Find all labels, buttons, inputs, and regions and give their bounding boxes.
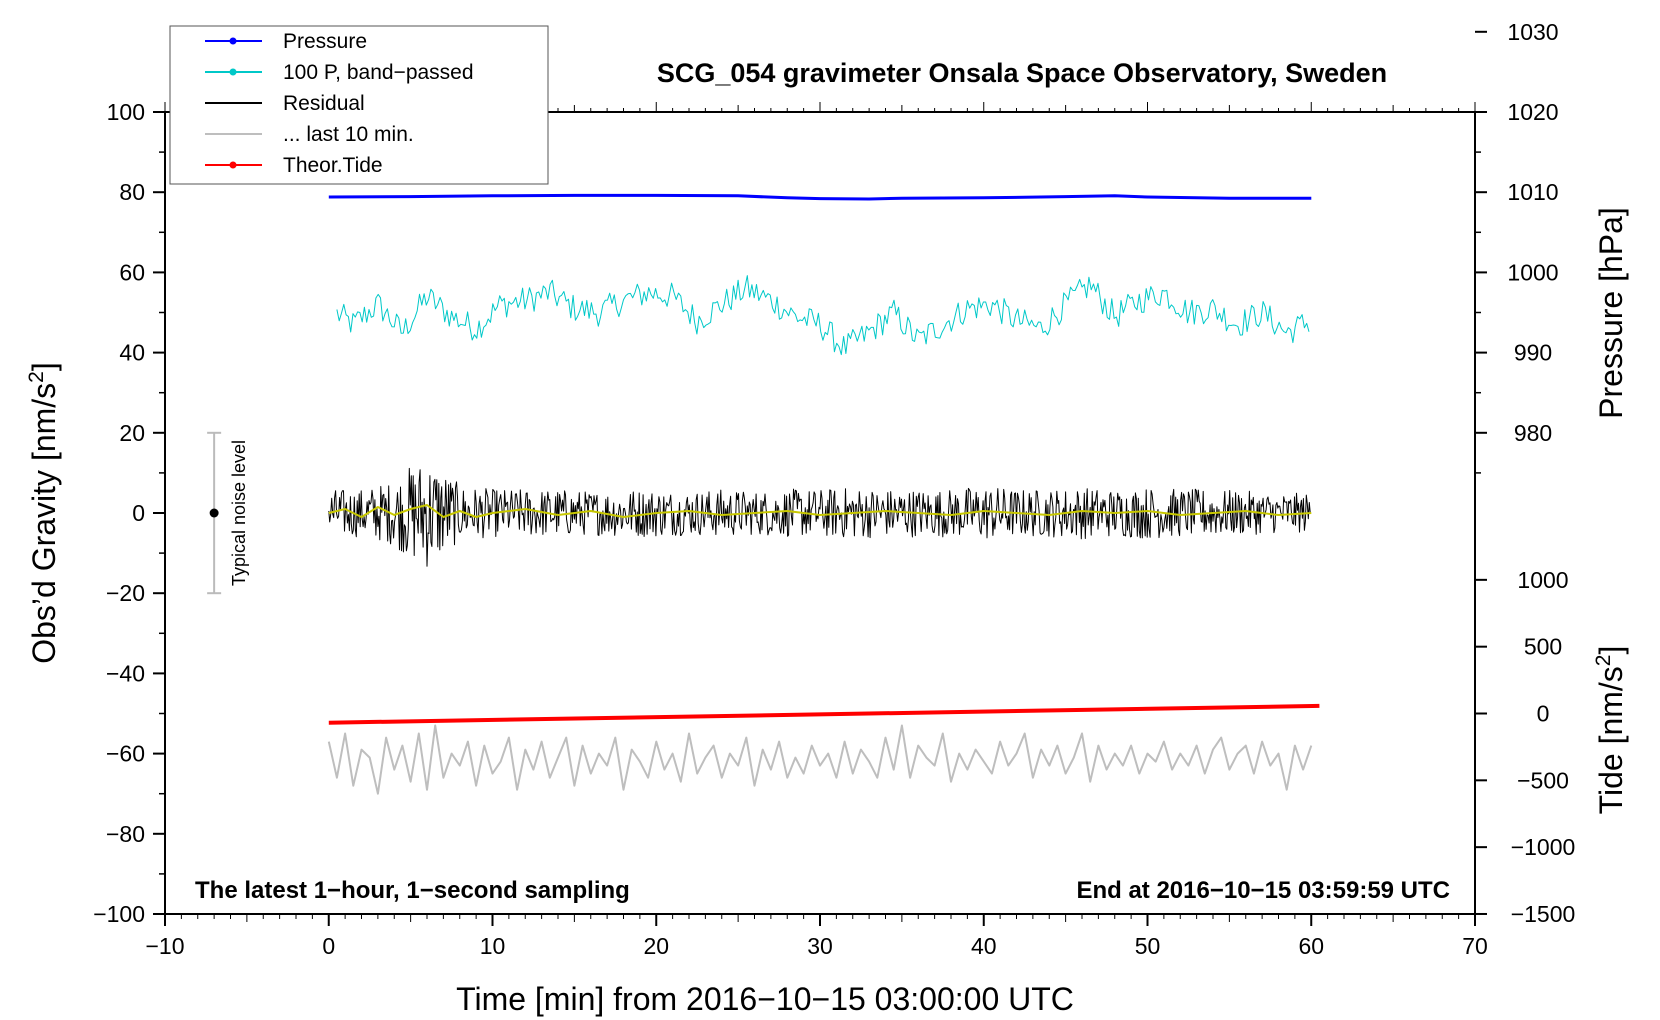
y-axis-label-sup: 2 bbox=[25, 371, 48, 383]
pressure-tick-label: 990 bbox=[1514, 340, 1552, 366]
x-tick-label: 20 bbox=[643, 933, 669, 959]
pressure-tick-label: 980 bbox=[1514, 420, 1552, 446]
legend-marker-100-p-band-passed bbox=[229, 68, 237, 76]
y-tick-label: 0 bbox=[132, 500, 145, 526]
tide-tick-label: 1000 bbox=[1517, 567, 1568, 593]
series-100-p-band-passed bbox=[336, 275, 1310, 356]
legend-label-residual: Residual bbox=[283, 92, 365, 115]
x-tick-label: 60 bbox=[1298, 933, 1324, 959]
x-tick-label: 50 bbox=[1135, 933, 1161, 959]
tide-tick-label: −1500 bbox=[1511, 901, 1576, 927]
x-tick-label: −10 bbox=[145, 933, 184, 959]
series-residual-smoothed bbox=[328, 504, 1312, 518]
legend-box bbox=[169, 25, 549, 185]
y-tick-label: 100 bbox=[107, 99, 145, 125]
x-tick-label: 40 bbox=[971, 933, 997, 959]
series-pressure bbox=[328, 193, 1312, 201]
tide-axis-label-end: ] bbox=[1593, 646, 1629, 655]
noise-level-label: Typical noise level bbox=[229, 440, 249, 586]
pressure-tick-label: 1030 bbox=[1507, 19, 1558, 45]
legend: Pressure 100 P, band−passed Residual ... la… bbox=[169, 25, 549, 185]
tide-tick-label: −1000 bbox=[1511, 834, 1576, 860]
y-axis-label: Obs’d Gravity [nm/s2] bbox=[25, 362, 62, 664]
y-tick-label: −60 bbox=[106, 741, 145, 767]
x-tick-label: 30 bbox=[807, 933, 833, 959]
tide-axis-label-main: Tide [nm/s bbox=[1593, 666, 1629, 814]
y-tick-label: 80 bbox=[119, 179, 145, 205]
legend-label-last-10-min: ... last 10 min. bbox=[283, 123, 414, 146]
x-tick-label: 0 bbox=[322, 933, 335, 959]
legend-marker-pressure bbox=[229, 37, 237, 45]
pressure-axis-label: Pressure [hPa] bbox=[1593, 207, 1629, 419]
series-residual bbox=[328, 467, 1311, 567]
x-tick-label: 10 bbox=[480, 933, 506, 959]
pressure-tick-label: 1010 bbox=[1507, 179, 1558, 205]
y-tick-label: −20 bbox=[106, 580, 145, 606]
legend-label-100-p-band-passed: 100 P, band−passed bbox=[283, 61, 474, 84]
tide-axis-label-sup: 2 bbox=[1592, 655, 1615, 667]
legend-label-theor-tide: Theor.Tide bbox=[283, 154, 383, 177]
y-tick-label: −40 bbox=[106, 660, 145, 686]
series-layer bbox=[207, 193, 1320, 795]
y-tick-label: 40 bbox=[119, 340, 145, 366]
x-tick-label: 70 bbox=[1462, 933, 1488, 959]
series-last-10-min bbox=[327, 724, 1313, 795]
y-tick-label: −100 bbox=[93, 901, 145, 927]
tide-tick-label: 0 bbox=[1537, 701, 1550, 727]
legend-marker-theor-tide bbox=[229, 161, 237, 169]
annotation-end-time: End at 2016−10−15 03:59:59 UTC bbox=[1076, 877, 1450, 904]
annotation-latest-hour: The latest 1−hour, 1−second sampling bbox=[195, 877, 630, 904]
legend-label-pressure: Pressure bbox=[283, 30, 367, 53]
pressure-tick-label: 1020 bbox=[1507, 99, 1558, 125]
tide-tick-label: 500 bbox=[1524, 634, 1562, 660]
y-axis-label-main: Obs’d Gravity [nm/s bbox=[26, 383, 62, 664]
x-axis-label: Time [min] from 2016−10−15 03:00:00 UTC bbox=[456, 981, 1074, 1017]
series-theor-tide bbox=[328, 703, 1320, 725]
y-axis-label-end: ] bbox=[26, 362, 62, 371]
tide-tick-label: −500 bbox=[1517, 767, 1569, 793]
noise-bar-center-dot bbox=[209, 508, 219, 518]
chart-title: SCG_054 gravimeter Onsala Space Observat… bbox=[657, 58, 1387, 88]
pressure-tick-label: 1000 bbox=[1507, 259, 1558, 285]
y-tick-label: −80 bbox=[106, 821, 145, 847]
y-tick-label: 60 bbox=[119, 259, 145, 285]
tide-axis-label: Tide [nm/s2] bbox=[1592, 646, 1629, 815]
y-tick-label: 20 bbox=[119, 420, 145, 446]
